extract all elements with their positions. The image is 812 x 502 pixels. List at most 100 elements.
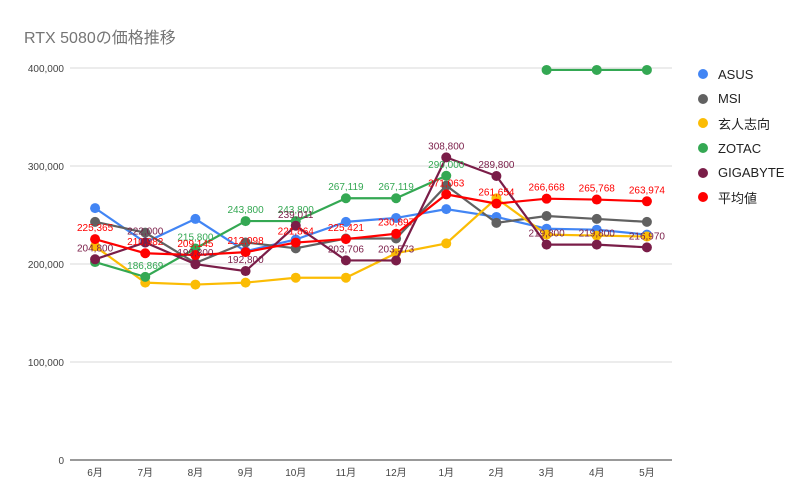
series-2-point xyxy=(541,229,552,240)
series-2-point xyxy=(591,230,602,241)
series-4-point xyxy=(441,152,452,163)
series-0-point xyxy=(391,212,402,223)
data-label: 204,800 xyxy=(77,243,114,254)
series-3-point xyxy=(591,64,602,75)
legend-item: GIGABYTE xyxy=(698,160,784,185)
legend-label: 玄人志向 xyxy=(718,116,771,132)
series-3-point xyxy=(240,216,251,227)
series-1 xyxy=(90,180,652,269)
data-label: 266,668 xyxy=(529,183,566,194)
data-label: 199,800 xyxy=(177,248,214,259)
data-label: 267,119 xyxy=(328,182,364,193)
legend-item: ZOTAC xyxy=(698,136,784,161)
data-label: 192,800 xyxy=(228,255,265,266)
data-label: 225,421 xyxy=(328,223,365,234)
series-1-point xyxy=(90,216,101,227)
x-tick-label: 11月 xyxy=(336,467,356,479)
series-0-point xyxy=(90,203,101,214)
legend-marker xyxy=(698,192,708,203)
series-1-point xyxy=(491,217,502,228)
y-tick-label: 300,000 xyxy=(28,162,65,173)
grid-layer xyxy=(70,67,672,461)
series-3 xyxy=(90,64,652,282)
y-tick-label: 0 xyxy=(58,456,64,467)
data-label: 308,800 xyxy=(428,141,465,152)
data-label: 203,573 xyxy=(378,244,415,255)
series-3-line xyxy=(94,174,447,279)
series-3-point xyxy=(391,193,402,204)
series-2-point xyxy=(340,272,351,283)
series-5-point xyxy=(441,189,452,200)
series-5 xyxy=(90,189,652,261)
series-5-point xyxy=(491,198,502,209)
x-tick-label: 1月 xyxy=(438,467,454,479)
series-5-point xyxy=(290,237,301,248)
series-5-point xyxy=(90,234,101,245)
series-5-line xyxy=(94,193,647,257)
series-4-point xyxy=(541,239,552,250)
series-4-line xyxy=(94,155,647,273)
series-4-point xyxy=(491,170,502,181)
series-4-point xyxy=(290,220,301,231)
axis-layer: 0 100,000 200,000 300,000 400,000 6月 7月 8月 9月 10月… xyxy=(28,64,655,479)
y-tick-label: 200,000 xyxy=(28,260,65,271)
series-2-point xyxy=(240,277,251,288)
series-1-point xyxy=(541,210,552,221)
data-label: 203,706 xyxy=(328,244,365,255)
series-5-point xyxy=(541,193,552,204)
x-tick-label: 10月 xyxy=(285,467,306,479)
data-label: 225,365 xyxy=(77,223,114,234)
legend-label: ZOTAC xyxy=(718,140,762,156)
data-label: 265,768 xyxy=(579,184,616,195)
data-label: 221,864 xyxy=(278,227,315,238)
series-5-point xyxy=(340,234,351,245)
series-5-point xyxy=(641,196,652,207)
data-label: 290,000 xyxy=(428,160,465,171)
series-4-point xyxy=(90,254,101,265)
x-tick-label: 8月 xyxy=(188,467,204,479)
series-3-point xyxy=(441,170,452,181)
legend-label: MSI xyxy=(718,91,742,107)
data-label: 215,800 xyxy=(177,233,214,244)
data-label: 219,800 xyxy=(529,229,566,240)
legend-label: 平均値 xyxy=(718,190,758,206)
data-label: 209,145 xyxy=(177,239,214,250)
legend: ASUS MSI 玄人志向 ZOTAC GIGABYTE 平均値 xyxy=(698,62,784,210)
data-label: 219,800 xyxy=(579,229,616,240)
data-label-layer: 186,869 215,800 243,800 243,800 267,119 267,1… xyxy=(77,141,665,271)
series-4-point xyxy=(240,266,251,277)
legend-marker xyxy=(698,93,708,104)
data-label: 230,897 xyxy=(378,218,415,229)
series-4 xyxy=(90,152,652,277)
data-label: 261,654 xyxy=(478,188,515,199)
x-tick-label: 2月 xyxy=(489,467,505,479)
series-5-point xyxy=(190,250,201,261)
x-tick-label: 7月 xyxy=(137,467,153,479)
series-4-point xyxy=(591,239,602,250)
y-tick-label: 400,000 xyxy=(28,64,65,75)
data-label: 267,119 xyxy=(378,182,414,193)
series-5-point xyxy=(391,228,402,239)
series-1-point xyxy=(591,213,602,224)
legend-marker xyxy=(698,118,708,129)
x-tick-label: 3月 xyxy=(539,467,555,479)
series-1-point xyxy=(240,237,251,248)
series-4-point xyxy=(190,259,201,270)
series-4-point xyxy=(340,255,351,266)
x-tick-label: 9月 xyxy=(238,467,254,479)
x-tick-label: 6月 xyxy=(87,467,103,479)
x-tick-label: 5月 xyxy=(639,467,655,479)
series-2-point xyxy=(290,272,301,283)
series-2-point xyxy=(641,231,652,242)
series-5-point xyxy=(140,248,151,259)
series-1-line xyxy=(94,184,647,265)
series-2-point xyxy=(441,238,452,249)
series-0-point xyxy=(340,216,351,227)
y-tick-label: 100,000 xyxy=(28,358,65,369)
x-tick-label: 12月 xyxy=(386,467,407,479)
series-4-point xyxy=(641,242,652,253)
series-0-line xyxy=(94,207,648,253)
series-layer xyxy=(90,64,652,290)
data-label: 222,000 xyxy=(127,226,164,237)
data-label: 243,800 xyxy=(228,205,265,216)
